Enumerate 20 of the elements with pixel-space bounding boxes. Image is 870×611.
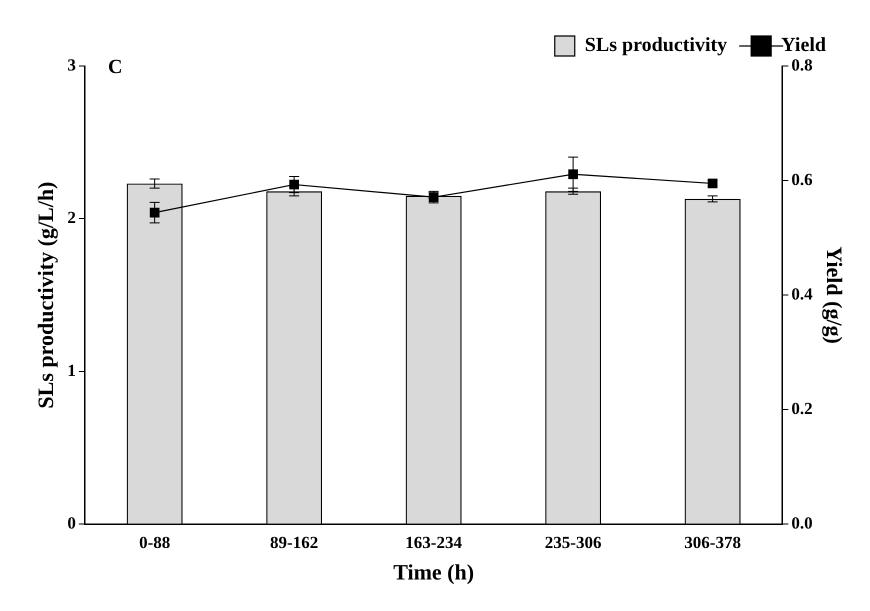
y2-tick-label: 0.6: [791, 170, 813, 189]
x-axis-title: Time (h): [393, 559, 474, 584]
y-tick-label: 2: [67, 208, 76, 228]
y2-axis-title: Yield (g/g): [822, 246, 848, 344]
y-tick-label: 0: [67, 514, 76, 533]
x-tick-label: 306-378: [684, 532, 741, 552]
y2-tick-label: 0.2: [791, 399, 813, 418]
annotation: C: [108, 56, 122, 78]
x-tick-label: 89-162: [270, 532, 318, 552]
y2-tick-label: 0.0: [791, 514, 813, 533]
y-tick-label: 1: [67, 360, 76, 380]
y2-tick-label: 0.8: [791, 55, 813, 74]
y-axis-title: SLs productivity (g/L/h): [32, 182, 58, 409]
x-tick-label: 235-306: [544, 532, 602, 552]
x-tick-label: 163-234: [405, 532, 462, 552]
x-tick-label: 0-88: [139, 532, 170, 552]
legend-label: SLs productivity: [584, 34, 728, 56]
y2-tick-label: 0.4: [791, 284, 814, 304]
y-tick-label: 3: [67, 55, 76, 74]
legend-label: Yield: [781, 34, 826, 56]
